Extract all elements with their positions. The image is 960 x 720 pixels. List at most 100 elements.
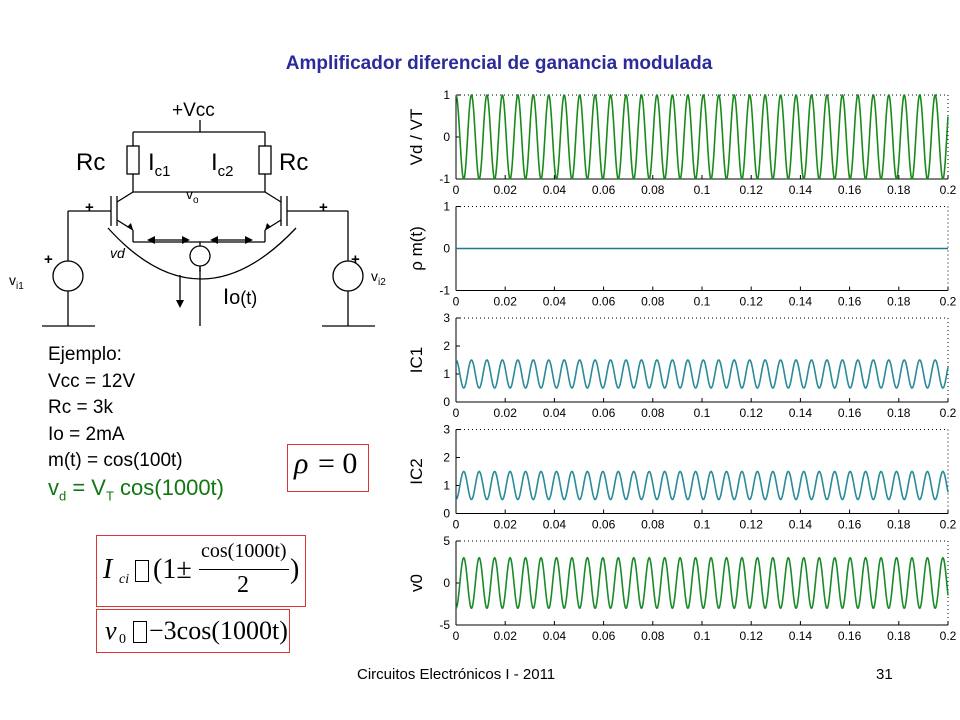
x-tick-label: 0.12 xyxy=(740,295,764,309)
x-tick-label: 0.16 xyxy=(838,518,862,532)
y-tick-label: 3 xyxy=(443,311,450,325)
y-tick-label: 0 xyxy=(443,395,450,409)
x-tick-label: 0.18 xyxy=(887,518,911,532)
x-tick-label: 0.02 xyxy=(494,295,518,309)
x-tick-label: 0.06 xyxy=(592,518,616,532)
y-tick-label: -1 xyxy=(439,172,450,186)
x-tick-label: 0.08 xyxy=(641,406,665,420)
x-tick-label: 0.2 xyxy=(940,183,957,197)
x-tick-label: 0.16 xyxy=(838,295,862,309)
x-tick-label: 0.02 xyxy=(494,629,518,643)
x-tick-label: 0.2 xyxy=(940,406,957,420)
page-number: 31 xyxy=(876,666,893,683)
x-tick-label: 0 xyxy=(453,518,460,532)
x-tick-label: 0.1 xyxy=(694,518,711,532)
v0-formula: v 0 −3cos(1000t) xyxy=(96,609,290,653)
plus-left-source: + xyxy=(44,251,53,268)
slide-title: Amplificador diferencial de ganancia mod… xyxy=(285,53,713,74)
vcc-label: +Vcc xyxy=(172,100,215,121)
example-rc: Rc = 3k xyxy=(48,397,113,418)
x-tick-label: 0.1 xyxy=(694,629,711,643)
plot-4: 0 0.02 0.04 0.06 0.08 0.1 0.12 0.14 0.16 0.18 0.2 5… xyxy=(407,534,957,643)
x-tick-label: 0.02 xyxy=(494,518,518,532)
footer-course: Circuitos Electrónicos I - 2011 xyxy=(357,666,556,683)
x-tick-label: 0.04 xyxy=(543,183,567,197)
plus-left-transistor: + xyxy=(85,199,94,216)
y-axis-label: IC2 xyxy=(407,458,426,484)
example-io: Io = 2mA xyxy=(48,423,125,445)
x-tick-label: 0.14 xyxy=(789,183,813,197)
x-tick-label: 0.18 xyxy=(887,629,911,643)
y-tick-label: 3 xyxy=(443,423,450,437)
y-tick-label: 1 xyxy=(443,88,450,102)
x-tick-label: 0.1 xyxy=(694,183,711,197)
plot-0: 0 0.02 0.04 0.06 0.08 0.1 0.12 0.14 0.16 0.18 0.2 1… xyxy=(407,88,957,197)
differential-amplifier-schematic xyxy=(42,120,375,327)
x-tick-label: 0.08 xyxy=(641,183,665,197)
y-axis-label: v0 xyxy=(407,574,426,592)
rc-left-label: Rc xyxy=(76,149,106,176)
x-tick-label: 0.06 xyxy=(592,295,616,309)
x-tick-label: 0.12 xyxy=(740,629,764,643)
x-tick-label: 0.08 xyxy=(641,629,665,643)
rho-equals-zero-formula: ρ = 0 xyxy=(287,444,369,492)
example-parameters: Ejemplo: Vcc = 12V Rc = 3k Io = 2mA m(t)… xyxy=(48,342,224,509)
x-tick-label: 0.14 xyxy=(789,295,813,309)
x-tick-label: 0.18 xyxy=(887,406,911,420)
plot-2: 0 0.02 0.04 0.06 0.08 0.1 0.12 0.14 0.16 0.18 0.2 3… xyxy=(407,311,957,420)
y-tick-label: -1 xyxy=(439,284,450,298)
y-tick-label: 5 xyxy=(443,534,450,548)
x-tick-label: 0 xyxy=(453,295,460,309)
io-label: Io(t) xyxy=(223,284,258,309)
x-tick-label: 0.16 xyxy=(838,629,862,643)
x-tick-label: 0.04 xyxy=(543,295,567,309)
x-tick-label: 0.06 xyxy=(592,629,616,643)
x-tick-label: 0.2 xyxy=(940,295,957,309)
unknown-glyph-box xyxy=(135,560,149,582)
x-tick-label: 0.04 xyxy=(543,406,567,420)
x-tick-label: 0.2 xyxy=(940,629,957,643)
x-tick-label: 0 xyxy=(453,183,460,197)
x-tick-label: 0.04 xyxy=(543,629,567,643)
vi2-label: vi2 xyxy=(371,268,386,288)
x-tick-label: 0.06 xyxy=(592,406,616,420)
example-heading: Ejemplo: xyxy=(48,344,122,365)
y-tick-label: 0 xyxy=(443,130,450,144)
x-tick-label: 0.02 xyxy=(494,406,518,420)
ic1-label: Ic1 xyxy=(148,149,171,180)
x-tick-label: 0.06 xyxy=(592,183,616,197)
x-tick-label: 0.16 xyxy=(838,183,862,197)
x-tick-label: 0.18 xyxy=(887,183,911,197)
x-tick-label: 0.12 xyxy=(740,518,764,532)
plot-3: 0 0.02 0.04 0.06 0.08 0.1 0.12 0.14 0.16 0.18 0.2 3… xyxy=(407,423,957,532)
x-tick-label: 0.16 xyxy=(838,406,862,420)
vd-label: vd xyxy=(110,245,125,261)
x-tick-label: 0.08 xyxy=(641,295,665,309)
x-tick-label: 0.2 xyxy=(940,518,957,532)
ic2-label: Ic2 xyxy=(211,149,234,180)
series-line xyxy=(455,94,949,180)
x-tick-label: 0.04 xyxy=(543,518,567,532)
x-tick-label: 0.08 xyxy=(641,518,665,532)
x-tick-label: 0.1 xyxy=(694,295,711,309)
example-mt: m(t) = cos(100t) xyxy=(48,450,183,471)
y-tick-label: 2 xyxy=(443,451,450,465)
y-axis-label: IC1 xyxy=(407,347,426,373)
series-line xyxy=(455,470,949,501)
vi1-label: vi1 xyxy=(9,272,24,292)
waveform-plots: 0 0.02 0.04 0.06 0.08 0.1 0.12 0.14 0.16 0.18 0.21… xyxy=(407,88,957,643)
y-tick-label: 1 xyxy=(443,200,450,214)
x-tick-label: 0.14 xyxy=(789,518,813,532)
example-vcc: Vcc = 12V xyxy=(48,370,136,392)
y-tick-label: 1 xyxy=(443,479,450,493)
series-line xyxy=(455,359,949,389)
y-axis-label: Vd / VT xyxy=(407,109,426,166)
x-tick-label: 0.18 xyxy=(887,295,911,309)
x-tick-label: 0.12 xyxy=(740,183,764,197)
y-tick-label: -5 xyxy=(439,618,450,632)
x-tick-label: 0 xyxy=(453,406,460,420)
x-tick-label: 0.02 xyxy=(494,183,518,197)
rc-right-label: Rc xyxy=(279,149,309,176)
y-axis-label: ρ m(t) xyxy=(407,226,426,271)
y-tick-label: 0 xyxy=(443,507,450,521)
